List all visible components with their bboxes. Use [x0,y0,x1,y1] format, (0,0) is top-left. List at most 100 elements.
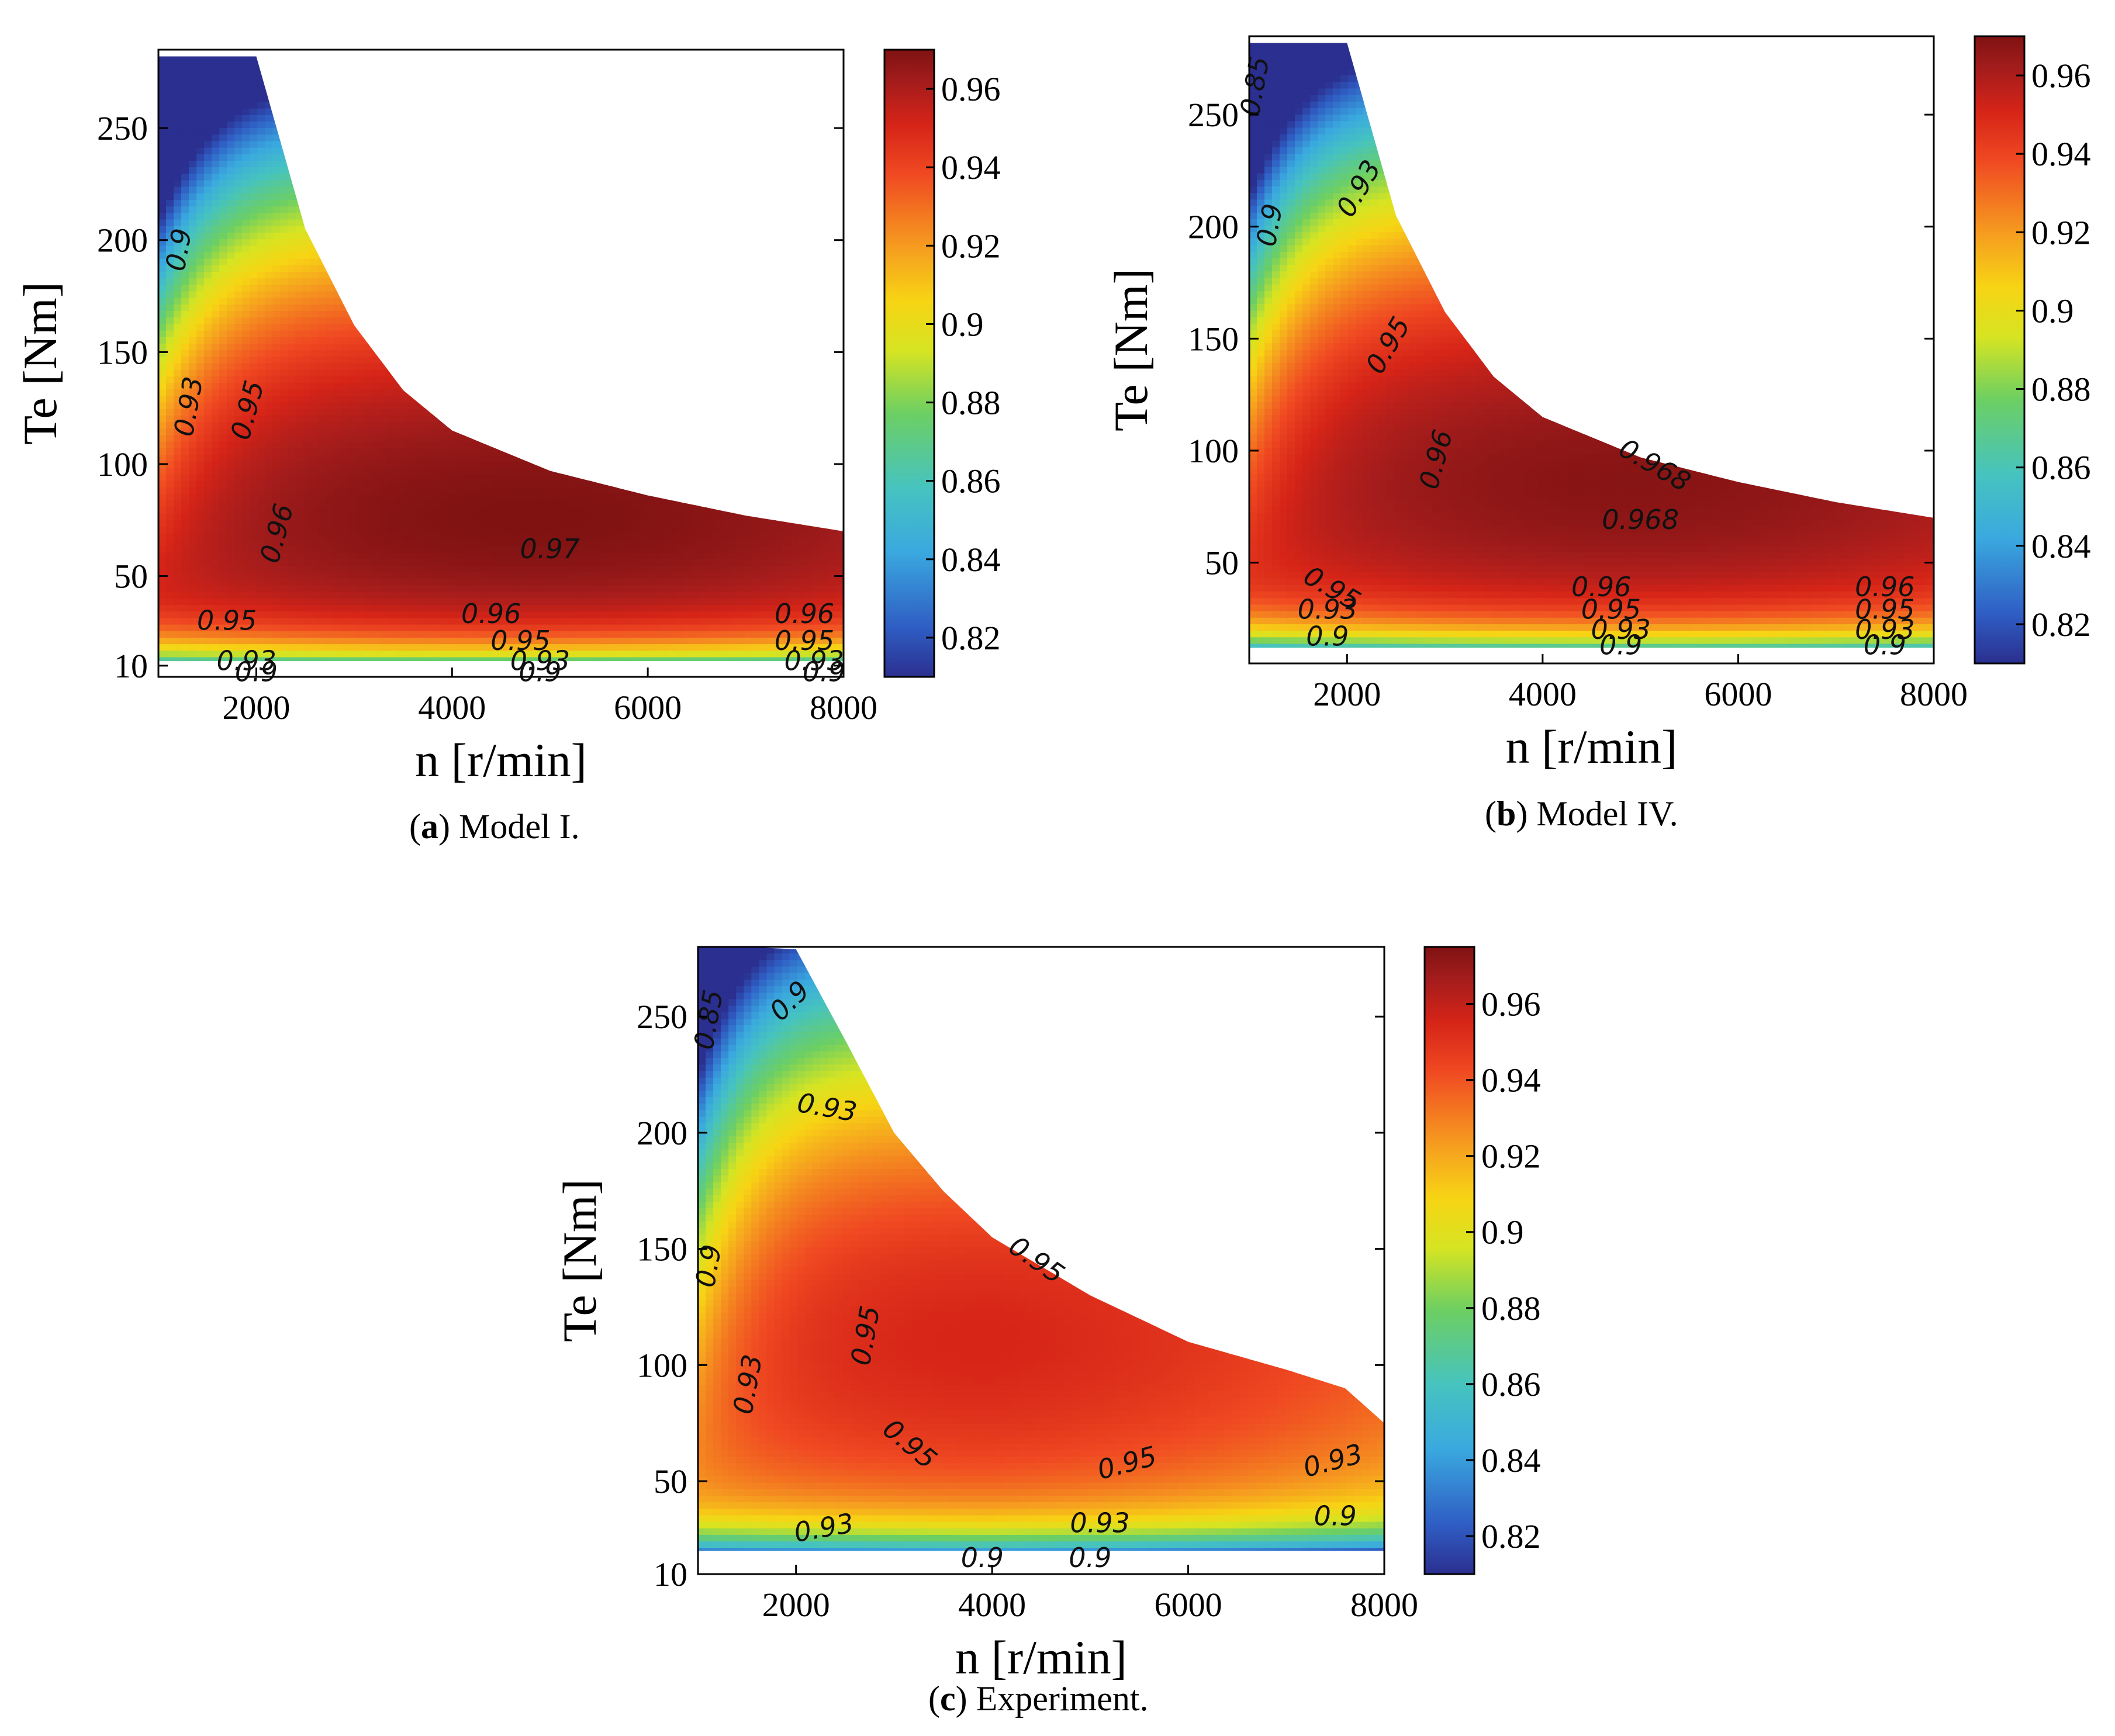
heat-cell [524,161,532,168]
heat-cell [462,252,471,260]
heat-cell [310,357,319,364]
heat-cell [501,298,509,305]
heat-cell [386,56,395,64]
heat-cell [348,644,357,652]
heat-cell [356,579,365,586]
heat-cell [509,357,517,364]
heat-cell [402,258,410,266]
heat-cell [333,363,342,371]
heat-cell [424,526,433,534]
heat-cell [280,559,289,566]
heat-cell [493,69,502,77]
heat-cell [341,559,350,566]
heat-cell [394,75,403,83]
heat-cell [166,272,174,279]
heat-cell [493,631,502,638]
heat-cell [539,63,547,70]
heat-cell [371,618,380,625]
heat-cell [417,265,426,272]
heat-cell [250,637,258,645]
heat-cell [364,480,372,488]
heat-cell [219,304,227,312]
heat-cell [196,533,205,541]
heat-cell [478,474,486,482]
heat-cell [265,651,274,658]
heat-cell [409,291,418,299]
heat-cell [204,115,212,122]
heat-cell [509,500,517,508]
heat-cell [158,435,167,442]
heat-cell [189,389,197,397]
heat-cell [272,389,281,397]
heat-cell [547,383,555,390]
heat-cell [424,435,433,442]
heat-cell [174,134,182,142]
heat-cell [189,330,197,338]
heat-cell [341,585,350,593]
heat-cell [440,376,448,383]
heat-cell [204,507,212,514]
heat-cell [478,409,486,416]
heat-cell [158,657,167,662]
heat-cell [280,500,289,508]
heat-cell [265,383,274,390]
heat-cell [478,468,486,475]
heat-cell [318,330,327,338]
heat-cell [219,147,227,155]
heat-cell [455,141,464,148]
heat-cell [257,422,266,430]
heat-cell [478,324,486,331]
heat-cell [364,357,372,364]
heat-cell [364,363,372,371]
heat-cell [341,611,350,619]
heat-cell [356,174,365,181]
heat-cell [250,468,258,475]
heat-cell [318,75,327,83]
heat-cell [212,63,220,70]
heat-cell [310,631,319,638]
heat-cell [227,350,236,358]
heat-cell [447,552,456,560]
heat-cell [462,474,471,482]
heat-cell [318,579,327,586]
heat-cell [462,618,471,625]
heat-cell [424,474,433,482]
heat-cell [234,559,243,566]
heat-cell [447,513,456,521]
heat-cell [509,540,517,547]
heat-cell [478,565,486,573]
heat-cell [462,128,471,136]
heat-cell [478,357,486,364]
heat-cell [440,389,448,397]
heat-cell [280,448,289,455]
heat-cell [250,278,258,286]
heat-cell [455,402,464,410]
heat-cell [356,605,365,613]
heat-cell [212,337,220,344]
heat-cell [227,193,236,200]
heat-cell [432,311,441,319]
heat-cell [417,291,426,299]
heat-cell [462,533,471,541]
heat-cell [333,552,342,560]
heat-cell [295,546,304,554]
heat-cell [470,422,479,430]
heat-cell [212,154,220,161]
heat-cell [356,592,365,599]
heat-cell [531,552,540,560]
heat-cell [250,376,258,383]
heat-cell [234,409,243,416]
heat-cell [447,258,456,266]
heat-cell [539,644,547,652]
heat-cell [409,507,418,514]
heat-cell [250,500,258,508]
heat-cell [531,232,540,240]
heat-cell [524,376,532,383]
heat-cell [265,258,274,266]
heat-cell [310,89,319,96]
heat-cell [181,585,189,593]
heat-cell [493,369,502,377]
heat-cell [447,565,456,573]
heat-cell [493,611,502,619]
heat-cell [295,474,304,482]
